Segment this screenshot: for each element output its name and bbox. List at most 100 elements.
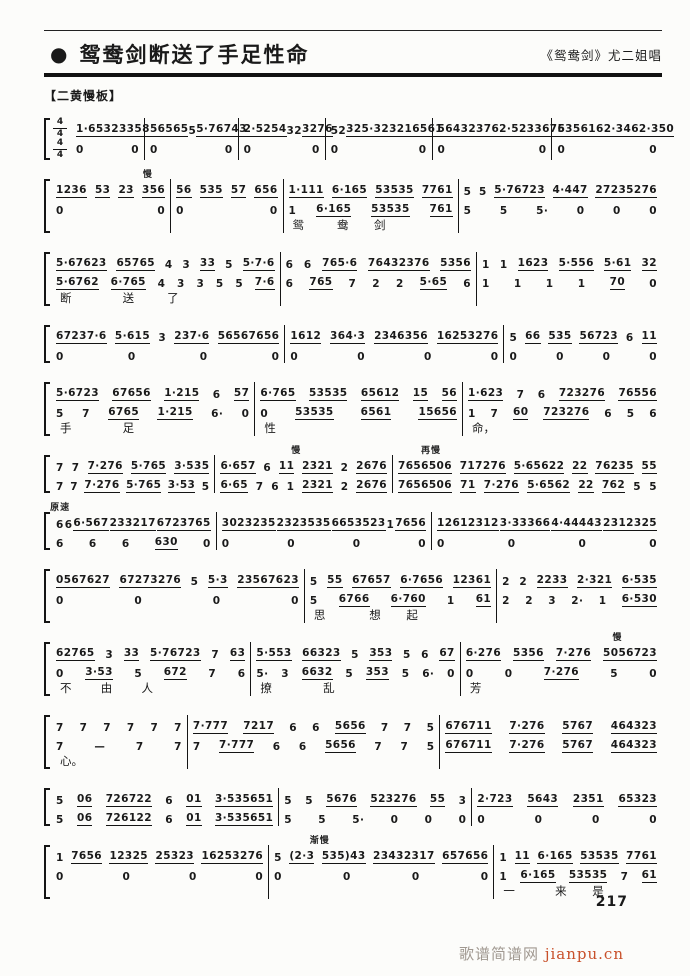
note-group: 2376 xyxy=(468,123,500,137)
note-group: 56 xyxy=(176,184,192,198)
note-group: 535)43 xyxy=(321,850,366,864)
instrumental-line: 2 2 2233 2·321 6·535 xyxy=(502,569,657,588)
note-group: 0 xyxy=(538,143,547,156)
note-group: 1 xyxy=(56,851,64,864)
instrumental-line: 5356 162·3 46 2·350 xyxy=(557,118,675,137)
note-group: 5656 xyxy=(325,739,356,753)
note-group: 6 xyxy=(421,648,429,661)
instrumental-line: 62765 3 33 5·76723 7 63 xyxy=(56,642,246,661)
note-group: 0 xyxy=(203,537,211,550)
system-bracket xyxy=(44,569,50,623)
note-group: 01 xyxy=(186,812,202,826)
score-system-9: 慢 62765 3 33 5·76723 7 63 0 3·53 5 672 7 6 不 由 人 5·553… xyxy=(44,633,662,696)
note-group: 3 xyxy=(548,594,556,607)
note-group: 7 xyxy=(400,740,409,753)
note-group: 3023235 xyxy=(221,517,276,531)
note-group: 0 xyxy=(134,594,143,607)
note-group: 5656 xyxy=(334,720,366,734)
tempo-marking: 慢 xyxy=(291,446,302,456)
note-group: 60 xyxy=(513,406,529,420)
note-group: 16253276 xyxy=(201,850,264,864)
note-group: 22 xyxy=(578,479,594,493)
note-group: 7 xyxy=(192,740,201,753)
vocal-line: 5·6762 6·765 4 3 3 5 5 7·6 xyxy=(56,271,275,290)
measure: 1 1 1623 5·556 5·61 32 1 1 1 1 70 0 xyxy=(475,252,662,306)
note-group: 5 xyxy=(478,185,487,198)
system-measures: 5 06 726722 6 01 3·535651 5 06 726122 6 01 3·535651… xyxy=(51,788,662,826)
score-system-5: 5·6723 67656 1·215 6 57 5 7 6765 1·215 6· 0 手 足 6·76… xyxy=(44,378,662,436)
note-group: 6653523 xyxy=(331,517,386,531)
note-group: 7 xyxy=(56,721,64,734)
note-group: 53535 xyxy=(580,850,619,864)
note-group: 6 xyxy=(312,721,320,734)
measure: 1 7656 12325 25323 16253276 0 0 0 0 xyxy=(51,845,268,899)
instrumental-line: 7 7 7·276 5·765 3·535 xyxy=(56,455,210,474)
measure: 7656506 717276 5·65622 22 76235 55 7656506 71 7·… xyxy=(392,455,662,493)
vocal-line: 6·65 7 6 1 2321 2 2676 xyxy=(220,474,387,493)
note-group: 2·350 xyxy=(638,123,675,137)
system-bracket xyxy=(44,325,50,363)
note-group: 565 xyxy=(165,123,189,137)
note-group: 7·276 xyxy=(483,479,519,493)
time-sig-numerator: 4 xyxy=(53,139,67,150)
note-group: 3 xyxy=(105,648,114,661)
note-group: 5356 xyxy=(440,257,471,271)
system-bracket xyxy=(44,788,50,826)
note-group: 5·3 xyxy=(207,574,228,588)
note-group: 0 xyxy=(424,813,433,826)
lyrics-line xyxy=(56,607,299,623)
note-group: 6 xyxy=(649,407,657,420)
score-system-6: 慢再慢 7 7 7·276 5·765 3·535 7 7 7·276 5·765 3·53 5 6·6… xyxy=(44,446,662,493)
note-group: 717276 xyxy=(459,460,506,474)
note-group: 7656 xyxy=(71,850,103,864)
measure: 7 7 7 7 7 7 7—7 7 心。 xyxy=(51,715,187,769)
vocal-line: 0 0 7·276 5 0 xyxy=(466,661,657,680)
note-group: 6 xyxy=(285,258,294,271)
measure: 5 (2·3 535)43 23432317 657656 0 0 0 0 xyxy=(268,845,493,899)
note-group: 6·165 xyxy=(520,869,556,883)
watermark-site-name: 歌谱简谱网 xyxy=(459,945,540,963)
note-group: 7 xyxy=(135,740,144,753)
instrumental-line: 5·6723 67656 1·215 6 57 xyxy=(56,382,250,401)
note-group: 5 xyxy=(626,407,635,420)
note-group: 23 xyxy=(118,184,134,198)
system-bracket xyxy=(44,179,50,233)
note-group: 5 xyxy=(318,813,326,826)
note-group: 55 xyxy=(327,574,343,588)
note-group: 7·777 xyxy=(219,739,255,753)
lyrics-line xyxy=(286,290,471,306)
note-group: 0 xyxy=(557,143,566,156)
note-group: 1·6 xyxy=(76,123,96,137)
note-group: 5· xyxy=(256,667,269,680)
note-group: 61 xyxy=(641,869,658,883)
note-group: 1·111 xyxy=(288,184,324,198)
note-group: 7 xyxy=(103,721,111,734)
note-group: 2·523 xyxy=(499,123,535,137)
note-group: 16253276 xyxy=(436,330,499,344)
note-group: 7 xyxy=(70,480,78,493)
note-group: 6·165 xyxy=(331,184,368,198)
note-group: 2 xyxy=(340,461,349,474)
note-group: 5643 xyxy=(437,123,469,137)
note-group: 1 xyxy=(481,258,490,271)
note-group: 0 xyxy=(343,870,351,883)
note-group: 5 xyxy=(401,667,410,680)
note-group: 76556 xyxy=(618,387,657,401)
note-group: 7·276 xyxy=(555,647,592,661)
bullet-icon: ● xyxy=(50,42,68,66)
note-group: 6 xyxy=(64,518,73,531)
note-group: 0 xyxy=(447,667,455,680)
note-group: 1·623 xyxy=(468,387,504,401)
note-group: 1·215 xyxy=(157,406,193,420)
note-group: 1 xyxy=(499,870,508,883)
note-group: 12612312 xyxy=(437,517,499,531)
score-system-10: 7 7 7 7 7 7 7—7 7 心。 7·777 7217 6 6 5656 7 7 5 7 7·777 6 6 56… xyxy=(44,711,662,769)
note-group: 33 xyxy=(199,257,216,271)
note-group: 0 xyxy=(260,407,269,420)
note-group: 3 xyxy=(281,667,289,680)
instrumental-line: 1 7656 12325 25323 16253276 xyxy=(56,845,264,864)
instrumental-line: 1·6 53 23 358 xyxy=(76,118,150,137)
note-group: 726722 xyxy=(105,793,152,807)
